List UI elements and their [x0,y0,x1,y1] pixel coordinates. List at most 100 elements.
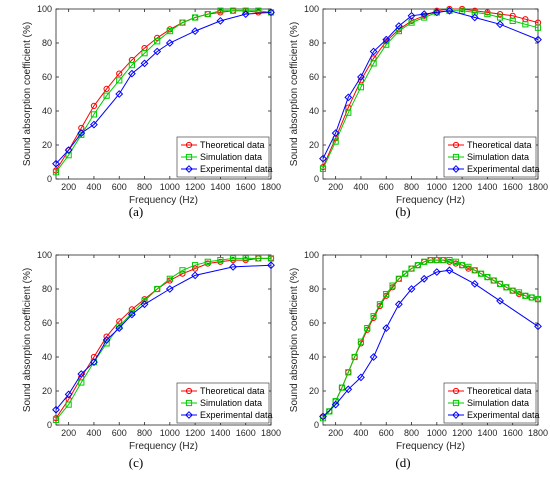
data-point [357,373,365,382]
y-tick-label: 20 [309,386,319,396]
y-tick-label: 100 [304,4,319,14]
panel-label: (c) [129,455,143,470]
data-point [534,35,542,44]
data-point [242,255,249,262]
data-point [141,50,148,57]
data-point [484,11,491,18]
data-point [192,262,199,269]
legend-marker [452,153,460,161]
x-tick-label: 1000 [427,428,447,438]
data-point [420,274,429,283]
y-tick-label: 80 [42,38,52,48]
data-point [90,102,98,110]
legend-marker [185,165,193,173]
data-point [484,274,491,281]
data-point [332,138,339,145]
y-tick-label: 60 [42,318,52,328]
data-point [389,282,396,289]
y-tick-label: 0 [314,420,319,430]
data-point [319,415,327,422]
legend-entry: Theoretical data [448,386,532,396]
data-point [127,310,136,319]
data-point [394,22,403,30]
data-point [477,270,485,277]
data-point [90,358,98,367]
legend-marker [452,141,460,149]
data-point [331,400,340,409]
data-point [116,323,123,330]
x-tick-label: 800 [137,182,152,192]
legend-label: Experimental data [467,410,540,420]
data-point [165,285,174,293]
data-point [141,297,148,304]
legend-label: Experimental data [467,164,540,174]
data-point [382,35,391,44]
panel-label: (b) [395,204,410,219]
data-point [331,129,340,138]
series-line [55,11,272,165]
legend-entry: Experimental data [448,164,540,174]
legend-label: Simulation data [200,152,262,162]
legend-marker [185,141,193,149]
data-point [369,353,378,361]
data-point [78,131,85,138]
legend-marker [452,387,460,395]
data-point [432,268,441,276]
chart-panel-3: 200 400 600 800 1000 1200 1400 1600 1800 0 20 40 60 8… [22,250,281,470]
legend-label: Experimental data [200,410,273,420]
data-point [128,62,135,69]
y-tick-label: 0 [47,420,52,430]
data-point [267,8,275,17]
y-tick-label: 80 [309,38,319,48]
chart-panel-2: 200 400 600 800 1000 1200 1400 1600 1800 0 20 40 60 8… [289,4,548,219]
data-point [414,262,421,269]
data-point [496,280,504,287]
data-point [534,24,542,31]
data-point [64,390,73,399]
legend-entry: Theoretical data [181,140,265,150]
data-point [470,279,479,288]
legend: Theoretical data Simulation data Experimen… [176,136,273,178]
data-point [357,338,365,345]
x-tick-label: 1200 [452,428,472,438]
data-point [140,59,149,68]
x-tick-label: 800 [137,428,152,438]
data-point [407,11,416,20]
y-tick-label: 0 [47,174,52,184]
y-tick-label: 100 [304,250,319,260]
data-point [52,405,60,414]
x-tick-label: 1400 [210,428,230,438]
data-point [140,300,149,309]
data-point [364,325,371,332]
panel-label: (d) [395,455,410,470]
x-tick-label: 1400 [477,428,497,438]
data-point [166,28,173,35]
data-point [503,284,510,291]
y-tick-label: 80 [309,284,319,294]
data-point [319,154,327,163]
data-point [420,10,429,19]
y-tick-label: 0 [314,174,319,184]
data-point [509,287,516,294]
data-point [394,300,403,309]
x-tick-label: 1000 [160,428,180,438]
data-point [115,90,124,98]
x-tick-label: 600 [379,182,394,192]
data-point [319,412,327,421]
x-tick-label: 800 [404,428,419,438]
legend-marker [185,411,193,419]
data-point [78,379,85,386]
y-axis-label: Sound absorption coefficient (%) [289,22,300,166]
data-point [241,10,250,19]
data-point [204,11,211,18]
x-tick-label: 1800 [528,428,548,438]
series-line [322,10,539,159]
data-point [490,277,497,284]
data-point [452,258,459,265]
series-experimental-data [52,8,275,168]
y-tick-label: 100 [37,4,52,14]
y-tick-label: 80 [42,284,52,294]
legend-label: Theoretical data [200,140,265,150]
x-tick-label: 1800 [528,182,548,192]
